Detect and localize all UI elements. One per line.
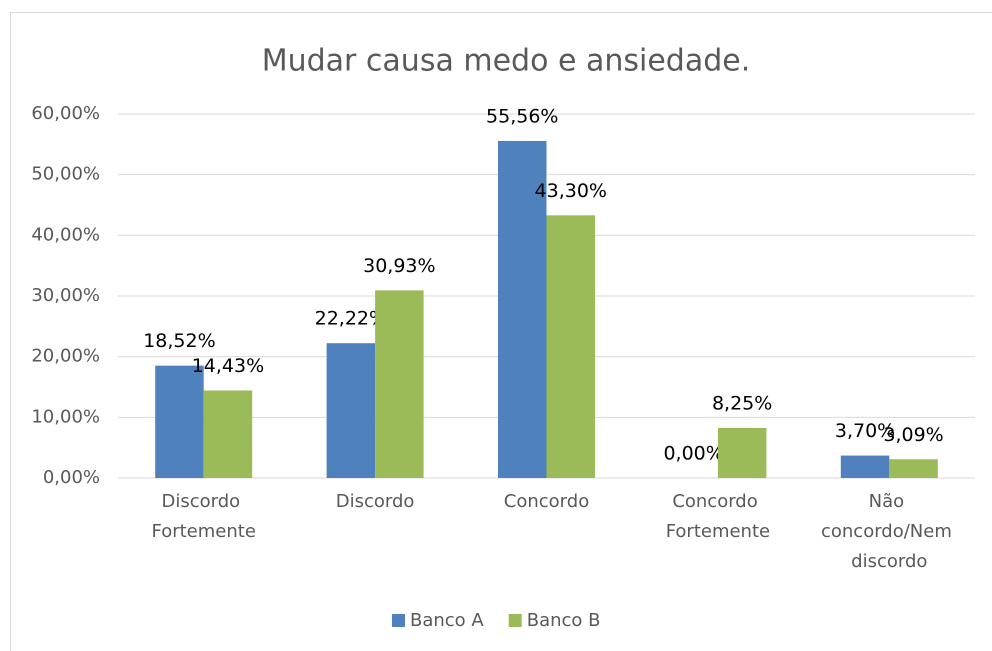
y-tick-label: 40,00% xyxy=(31,224,100,245)
y-tick-label: 50,00% xyxy=(31,164,100,185)
y-tick-label: 10,00% xyxy=(31,406,100,427)
legend-label: Banco B xyxy=(527,610,601,631)
y-tick-label: 60,00% xyxy=(31,103,100,124)
data-label: 3,09% xyxy=(883,424,943,446)
legend-swatch xyxy=(508,614,522,627)
y-tick-label: 20,00% xyxy=(31,346,100,367)
data-label: 22,22% xyxy=(315,308,387,330)
legend-label: Banco A xyxy=(410,610,484,631)
bar xyxy=(203,390,253,478)
data-label: 0,00% xyxy=(663,443,723,465)
y-tick-label: 0,00% xyxy=(43,467,100,488)
legend-swatch xyxy=(392,614,405,627)
data-label: 30,93% xyxy=(363,255,435,277)
data-label: 43,30% xyxy=(535,180,607,202)
x-tick-label: Concordo xyxy=(504,491,589,512)
data-label: 8,25% xyxy=(712,392,772,414)
x-tick-label: Discordo Fortemente xyxy=(151,491,255,542)
data-label: 18,52% xyxy=(143,330,215,352)
data-label: 14,43% xyxy=(192,355,264,377)
chart-title: Mudar causa medo e ansiedade. xyxy=(262,44,751,79)
x-tick-label: Não concordo/Nem discordo xyxy=(821,491,958,572)
bar xyxy=(889,459,938,478)
x-tick-label: Concordo Fortemente xyxy=(666,491,770,542)
bar xyxy=(546,215,595,478)
x-tick-label: Discordo xyxy=(336,491,415,512)
bar xyxy=(326,343,376,478)
bar xyxy=(717,427,767,478)
data-label: 55,56% xyxy=(486,105,558,127)
bar xyxy=(498,140,547,478)
data-label: 3,70% xyxy=(835,420,895,442)
bar xyxy=(155,365,204,478)
y-tick-label: 30,00% xyxy=(31,285,100,306)
bar xyxy=(840,455,890,478)
bar xyxy=(375,290,424,478)
